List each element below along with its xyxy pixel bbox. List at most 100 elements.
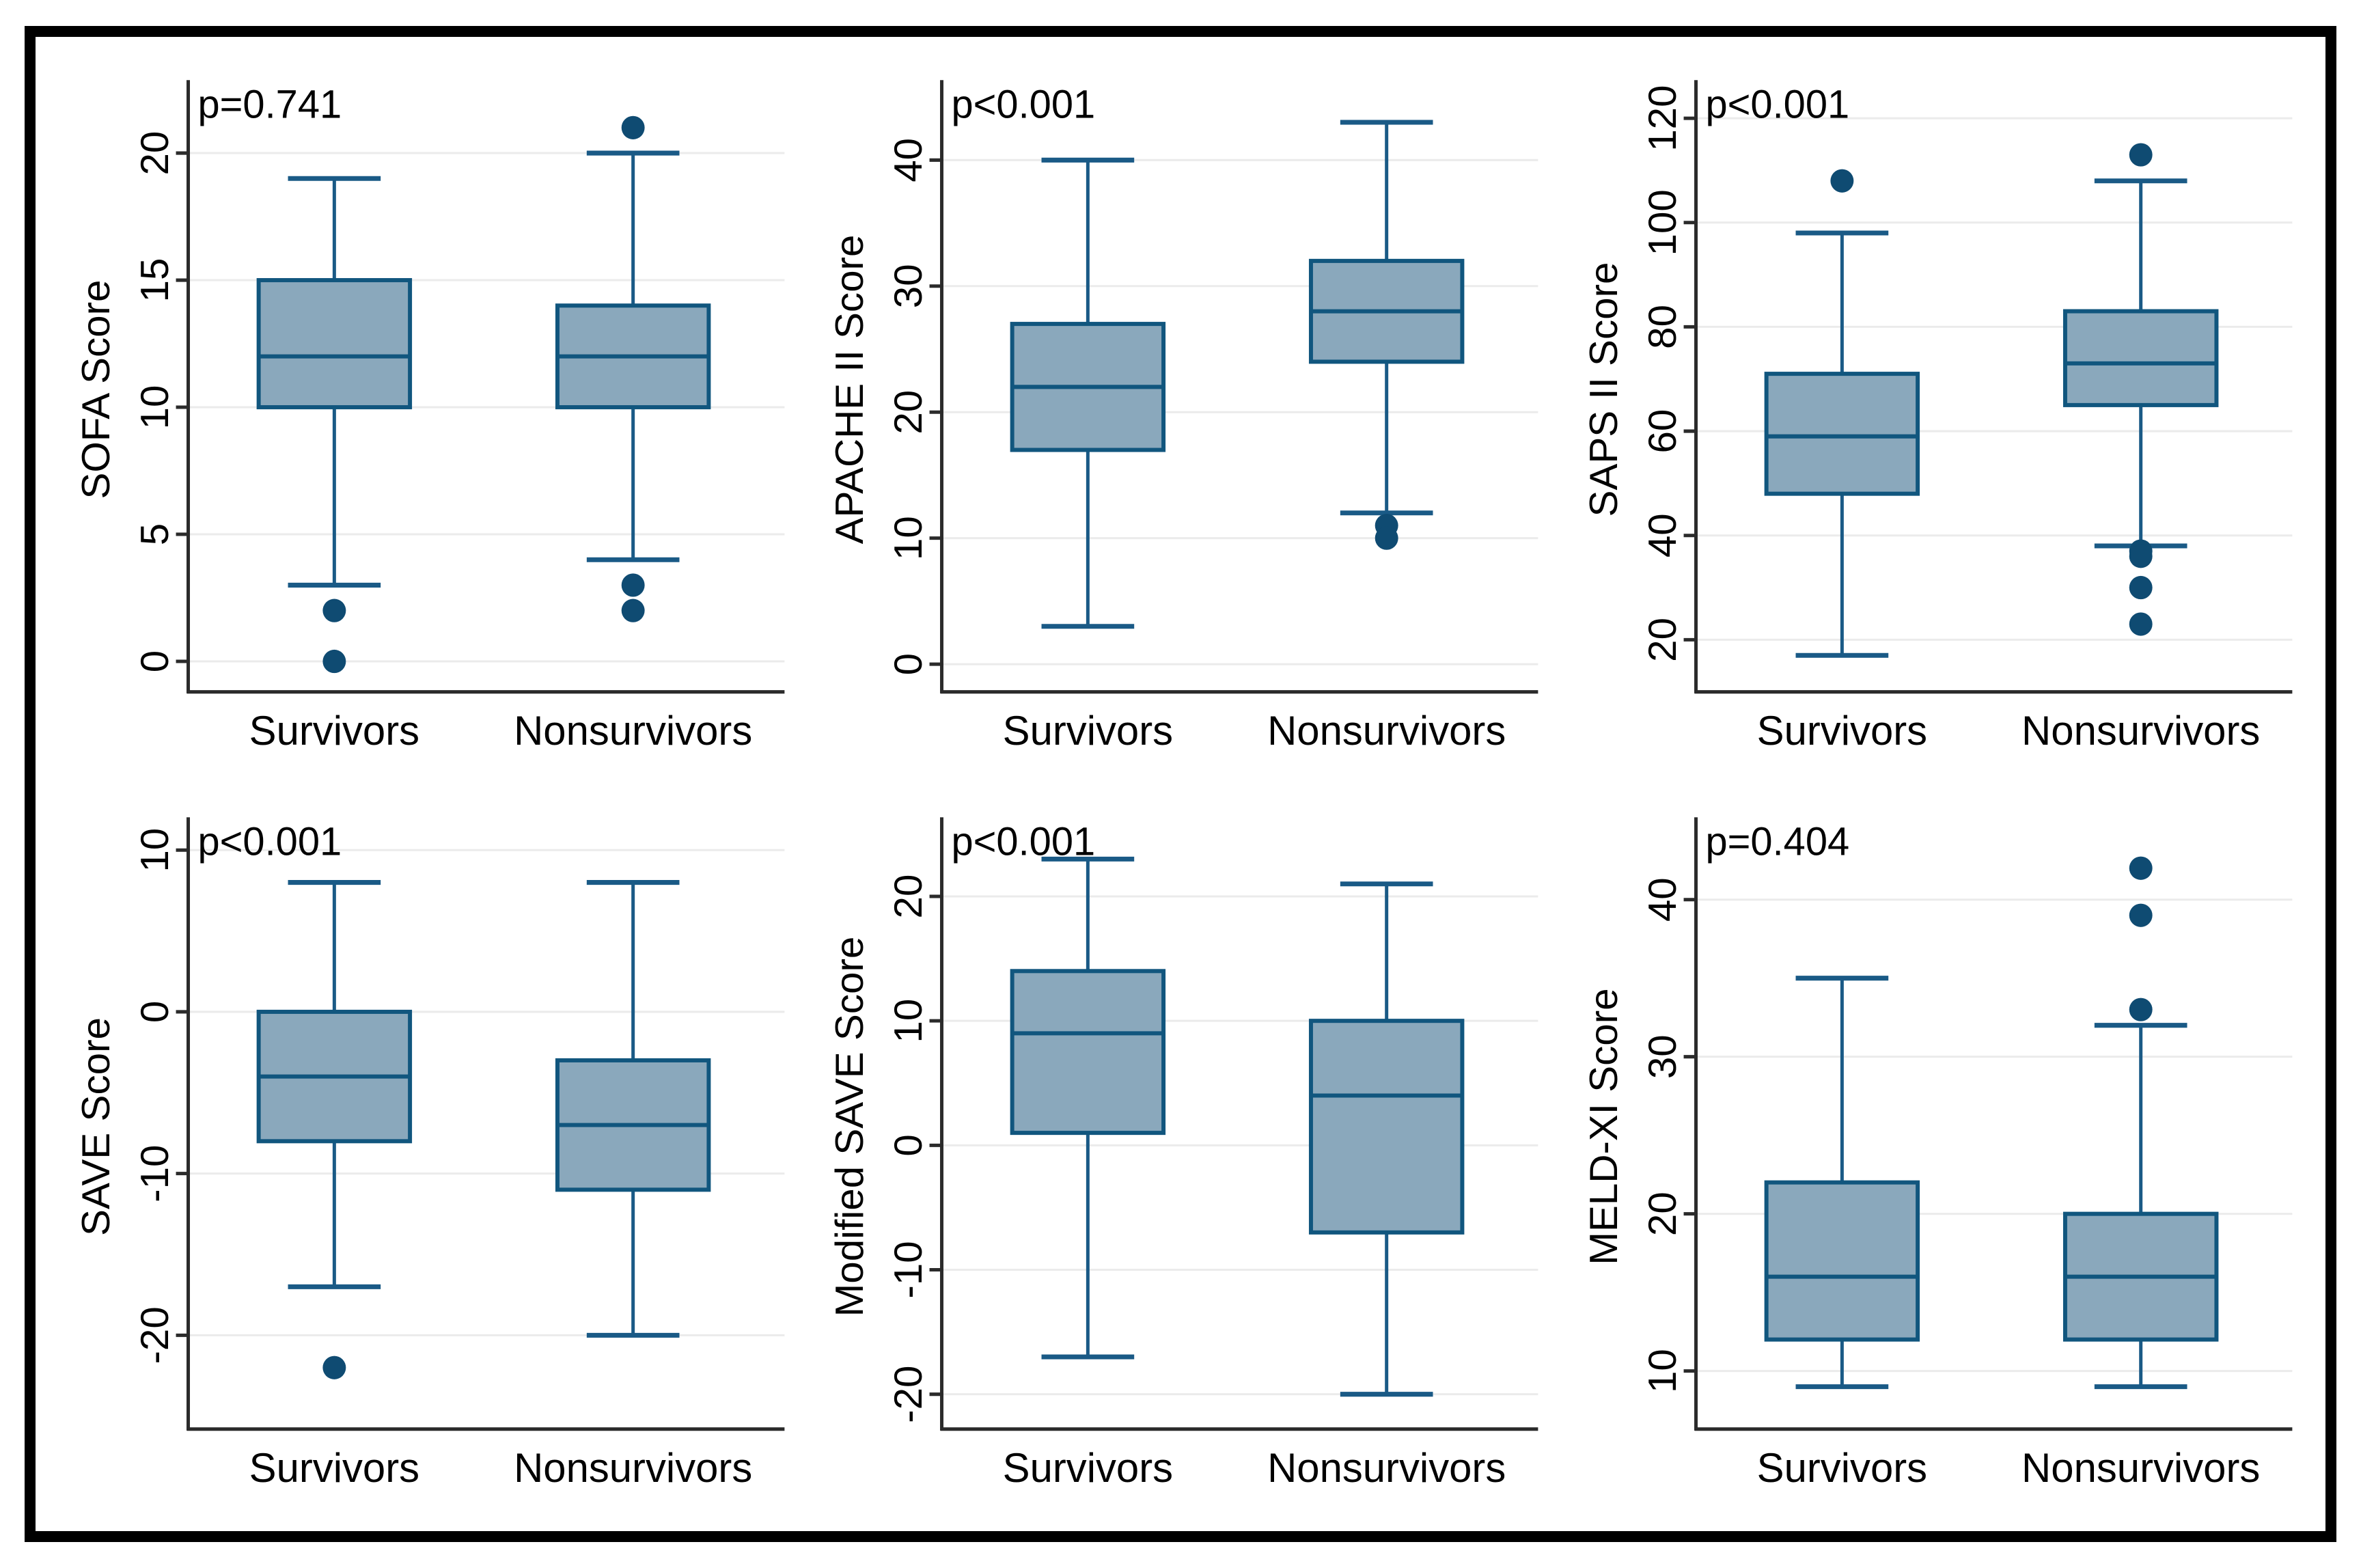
outlier-dot (2129, 856, 2153, 880)
outlier-dot (2129, 545, 2153, 568)
boxplot-chart-sofa: 0 5 10 15 20 SOFA Score p=0.741 Survivors Nonsur… (74, 80, 785, 754)
p-value-label: p<0.001 (952, 82, 1096, 126)
panel-save-score: -20 -10 0 10 SAVE Score p<0.001 Survivors Nonsu… (52, 786, 801, 1522)
p-value-label: p=0.404 (1705, 819, 1849, 864)
y-tick-label: 10 (133, 827, 177, 872)
y-axis-title: SOFA Score (74, 279, 118, 499)
boxplot-group-survivors (1010, 157, 1166, 629)
p-value-label: p=0.741 (197, 82, 342, 126)
outlier-dot (2129, 998, 2153, 1021)
x-category-label: Nonsurvivors (514, 708, 752, 754)
boxplot-group-nonsurvivors (2062, 856, 2219, 1389)
y-tick-label: 30 (1640, 1034, 1685, 1079)
outlier-dot (322, 649, 346, 674)
y-tick-label: 120 (1640, 85, 1685, 151)
y-tick-label: 20 (133, 131, 177, 176)
boxplot-group-survivors (256, 879, 413, 1379)
p-value-label: p<0.001 (952, 819, 1096, 864)
y-tick-label: 0 (133, 650, 177, 672)
x-category-label: Survivors (1003, 708, 1173, 754)
iqr-box (1764, 1180, 1920, 1342)
y-tick-label: 20 (1640, 1192, 1685, 1236)
iqr-box (1309, 1018, 1465, 1235)
y-axis-title: SAVE Score (74, 1017, 118, 1236)
outlier-dot (322, 1356, 346, 1379)
outlier-dot (2129, 903, 2153, 927)
panel-modified-save-score: -20 -10 0 10 20 Modified SAVE Score p<0.001 Sur… (805, 786, 1555, 1522)
y-tick-label: 10 (133, 385, 177, 430)
outlier-dot (2129, 143, 2153, 167)
boxplot-group-nonsurvivors (1309, 120, 1465, 550)
y-axis-title: SAPS II Score (1582, 262, 1626, 517)
boxplot-chart-modified-save: -20 -10 0 10 20 Modified SAVE Score p<0.001 Sur… (828, 816, 1538, 1491)
x-category-label: Nonsurvivors (1267, 1444, 1506, 1490)
y-tick-label: 40 (1640, 513, 1685, 558)
outlier-dot (621, 573, 645, 597)
x-category-label: Nonsurvivors (1267, 708, 1506, 754)
y-tick-label: 10 (1640, 1349, 1685, 1393)
y-tick-label: 20 (886, 390, 930, 435)
panel-saps-ii-score: 20 40 60 80 100 120 SAPS II Score p<0.001 Surviv… (1560, 49, 2309, 785)
boxplot-chart-apache-ii: 0 10 20 30 40 APACHE II Score p<0.001 Survivors… (828, 80, 1538, 754)
outlier-dot (621, 599, 645, 622)
boxplot-grid: 0 5 10 15 20 SOFA Score p=0.741 Survivors Nonsur… (52, 49, 2309, 1522)
y-tick-label: -20 (886, 1365, 930, 1422)
boxplot-group-nonsurvivors (2062, 143, 2219, 636)
panel-sofa-score: 0 5 10 15 20 SOFA Score p=0.741 Survivors Nonsur… (52, 49, 801, 785)
outlier-dot (621, 115, 645, 139)
boxplot-group-nonsurvivors (1309, 881, 1465, 1397)
boxplot-group-nonsurvivors (555, 115, 711, 622)
y-tick-label: -20 (133, 1306, 177, 1364)
y-tick-label: 100 (1640, 189, 1685, 256)
y-tick-label: 10 (886, 998, 930, 1043)
p-value-label: p<0.001 (197, 819, 342, 864)
y-axis-title: MELD-XI Score (1582, 988, 1626, 1265)
y-tick-label: 40 (886, 138, 930, 182)
figure-frame: 0 5 10 15 20 SOFA Score p=0.741 Survivors Nonsur… (25, 26, 2336, 1542)
panel-meld-xi-score: 10 20 30 40 MELD-XI Score p=0.404 Survivors Non… (1560, 786, 2309, 1522)
iqr-box (2062, 309, 2219, 407)
iqr-box (256, 278, 413, 410)
y-tick-label: -10 (886, 1241, 930, 1298)
outlier-dot (1830, 169, 1853, 193)
boxplot-group-survivors (1764, 975, 1920, 1389)
panel-apache-ii-score: 0 10 20 30 40 APACHE II Score p<0.001 Survivors… (805, 49, 1555, 785)
boxplot-group-survivors (1764, 169, 1920, 658)
y-axis-title: APACHE II Score (828, 235, 872, 545)
y-tick-label: 0 (886, 1134, 930, 1156)
iqr-box (1010, 968, 1166, 1135)
y-tick-label: 0 (886, 653, 930, 675)
y-tick-label: 15 (133, 258, 177, 303)
x-category-label: Survivors (249, 708, 419, 754)
x-category-label: Survivors (249, 1444, 419, 1490)
x-category-label: Nonsurvivors (514, 1444, 752, 1490)
x-category-label: Nonsurvivors (2021, 1444, 2260, 1490)
outlier-dot (322, 599, 346, 622)
p-value-label: p<0.001 (1705, 82, 1849, 126)
y-tick-label: 20 (886, 874, 930, 918)
y-tick-label: 10 (886, 516, 930, 560)
y-tick-label: -10 (133, 1144, 177, 1202)
outlier-dot (1375, 526, 1398, 550)
y-tick-label: 60 (1640, 409, 1685, 454)
iqr-box (1764, 372, 1920, 496)
boxplot-group-survivors (1010, 856, 1166, 1360)
y-tick-label: 30 (886, 264, 930, 308)
outlier-dot (2129, 575, 2153, 600)
y-tick-label: 80 (1640, 305, 1685, 349)
x-category-label: Nonsurvivors (2021, 708, 2260, 754)
y-tick-label: 40 (1640, 877, 1685, 922)
boxplot-chart-saps-ii: 20 40 60 80 100 120 SAPS II Score p<0.001 Surviv… (1582, 80, 2293, 754)
y-tick-label: 0 (133, 1000, 177, 1022)
boxplot-chart-meld-xi: 10 20 30 40 MELD-XI Score p=0.404 Survivors Non… (1582, 816, 2293, 1491)
y-tick-label: 5 (133, 523, 177, 545)
x-category-label: Survivors (1756, 1444, 1927, 1490)
boxplot-group-survivors (256, 176, 413, 674)
x-category-label: Survivors (1003, 1444, 1173, 1490)
x-category-label: Survivors (1756, 708, 1927, 754)
boxplot-chart-save: -20 -10 0 10 SAVE Score p<0.001 Survivors Nonsu… (74, 816, 785, 1491)
y-tick-label: 20 (1640, 618, 1685, 662)
boxplot-group-nonsurvivors (555, 879, 711, 1338)
y-axis-title: Modified SAVE Score (828, 936, 872, 1317)
outlier-dot (2129, 612, 2153, 636)
